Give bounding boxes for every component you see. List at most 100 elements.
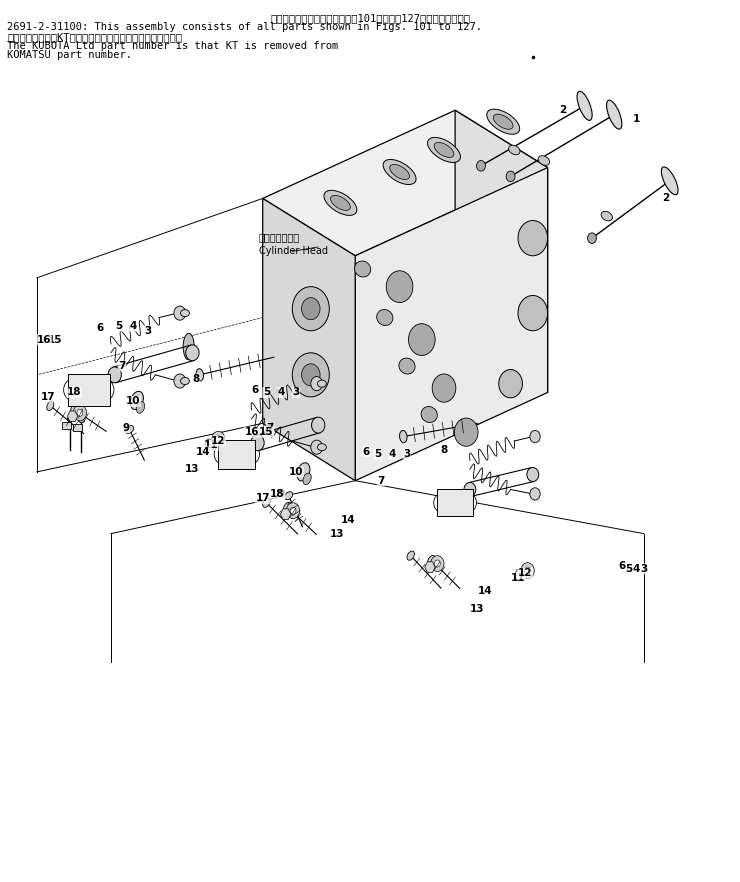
Text: 4: 4 xyxy=(633,564,640,574)
Text: 12: 12 xyxy=(518,568,533,579)
Ellipse shape xyxy=(494,114,513,130)
Ellipse shape xyxy=(251,435,264,451)
Circle shape xyxy=(292,287,329,331)
Text: 8: 8 xyxy=(192,374,200,385)
Ellipse shape xyxy=(324,191,357,215)
Text: 3: 3 xyxy=(640,564,648,574)
Circle shape xyxy=(174,374,186,388)
Circle shape xyxy=(232,449,241,460)
Text: 品番のメーカ記号KTを除いたものが久保田鉄工の品番です。: 品番のメーカ記号KTを除いたものが久保田鉄工の品番です。 xyxy=(7,33,182,42)
Ellipse shape xyxy=(428,556,435,564)
Ellipse shape xyxy=(434,142,454,158)
Circle shape xyxy=(96,379,114,400)
Text: 12: 12 xyxy=(211,436,226,446)
Ellipse shape xyxy=(125,425,134,434)
Ellipse shape xyxy=(67,417,73,421)
Text: 13: 13 xyxy=(185,464,200,475)
Ellipse shape xyxy=(70,404,78,415)
Ellipse shape xyxy=(383,160,416,184)
Circle shape xyxy=(499,370,522,398)
Circle shape xyxy=(212,431,225,447)
Circle shape xyxy=(434,494,448,512)
Ellipse shape xyxy=(78,419,84,422)
Ellipse shape xyxy=(283,503,291,512)
Text: 11: 11 xyxy=(204,440,218,451)
Circle shape xyxy=(588,233,596,243)
Circle shape xyxy=(215,436,221,443)
Ellipse shape xyxy=(312,417,325,433)
Ellipse shape xyxy=(428,138,460,162)
Circle shape xyxy=(64,379,81,400)
Text: このアセンブリの構成部品は第101図から第127図まで含みます。: このアセンブリの構成部品は第101図から第127図まで含みます。 xyxy=(270,13,470,23)
Text: 18: 18 xyxy=(270,489,285,499)
Text: 13: 13 xyxy=(329,528,344,539)
Text: 7: 7 xyxy=(266,422,274,433)
Circle shape xyxy=(290,507,296,514)
Circle shape xyxy=(408,324,435,355)
Circle shape xyxy=(506,171,515,182)
Ellipse shape xyxy=(508,146,520,154)
Ellipse shape xyxy=(181,310,189,317)
Ellipse shape xyxy=(421,407,437,422)
Text: 7: 7 xyxy=(377,475,385,486)
Circle shape xyxy=(517,572,522,579)
Polygon shape xyxy=(280,509,291,519)
Polygon shape xyxy=(355,168,548,481)
Circle shape xyxy=(292,353,329,397)
Ellipse shape xyxy=(284,491,293,500)
Ellipse shape xyxy=(136,401,145,414)
Circle shape xyxy=(431,556,444,572)
Ellipse shape xyxy=(196,369,204,381)
Text: 16: 16 xyxy=(37,334,52,345)
Ellipse shape xyxy=(400,430,407,443)
Circle shape xyxy=(311,440,323,454)
Text: 15: 15 xyxy=(259,427,274,437)
Text: 14: 14 xyxy=(477,586,492,596)
Ellipse shape xyxy=(263,498,270,507)
Circle shape xyxy=(428,564,432,571)
Ellipse shape xyxy=(108,367,121,383)
Circle shape xyxy=(286,503,300,519)
Text: 4: 4 xyxy=(388,449,396,460)
Circle shape xyxy=(174,306,186,320)
Circle shape xyxy=(243,445,260,464)
Ellipse shape xyxy=(399,358,415,374)
Polygon shape xyxy=(68,374,110,406)
Circle shape xyxy=(525,567,531,574)
Polygon shape xyxy=(455,110,548,392)
Ellipse shape xyxy=(390,164,409,180)
Circle shape xyxy=(518,220,548,256)
Ellipse shape xyxy=(487,109,519,134)
Circle shape xyxy=(302,297,320,319)
Ellipse shape xyxy=(331,195,350,211)
Circle shape xyxy=(207,441,213,448)
Polygon shape xyxy=(263,110,548,256)
Ellipse shape xyxy=(130,392,144,409)
Text: 14: 14 xyxy=(196,446,211,457)
Ellipse shape xyxy=(538,156,550,165)
Circle shape xyxy=(432,374,456,402)
Text: 2691-2-31100: This assembly consists of all parts shown in Figs. 101 to 127.: 2691-2-31100: This assembly consists of … xyxy=(7,22,482,32)
Circle shape xyxy=(283,512,288,517)
Text: 3: 3 xyxy=(292,387,300,398)
Text: 4: 4 xyxy=(278,387,285,398)
Polygon shape xyxy=(425,562,435,572)
Circle shape xyxy=(302,364,320,386)
Text: 14: 14 xyxy=(340,515,355,526)
Polygon shape xyxy=(263,198,355,481)
Ellipse shape xyxy=(377,310,393,325)
Text: 9: 9 xyxy=(278,489,285,499)
Ellipse shape xyxy=(317,444,326,451)
Ellipse shape xyxy=(464,482,476,497)
Text: 17: 17 xyxy=(41,392,56,402)
Ellipse shape xyxy=(354,261,371,277)
Bar xyxy=(62,422,71,429)
Text: KOMATSU part number.: KOMATSU part number. xyxy=(7,50,132,60)
Ellipse shape xyxy=(527,467,539,482)
Text: 2: 2 xyxy=(559,105,566,116)
Text: 6: 6 xyxy=(96,323,104,333)
Ellipse shape xyxy=(607,101,622,129)
Circle shape xyxy=(434,560,440,567)
Text: 9: 9 xyxy=(122,422,130,433)
Ellipse shape xyxy=(601,212,613,220)
